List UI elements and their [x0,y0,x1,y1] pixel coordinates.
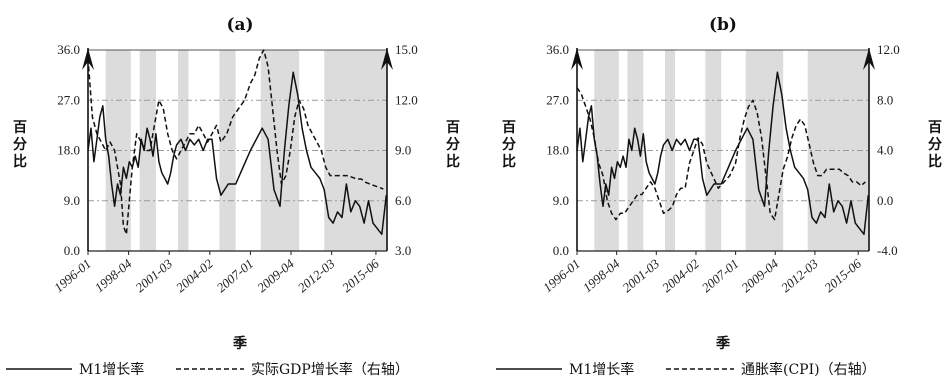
y-tick-label: 0.0 [553,243,569,258]
y2-tick-label: 4.0 [877,143,893,158]
y-axis-label: 比 [502,153,516,170]
y-axis-label: 比 [13,153,27,170]
y2-axis-label: 分 [928,137,942,153]
y-tick-label: 27.0 [57,92,80,107]
y2-tick-label: 3.0 [395,243,411,258]
x-axis-label: 季 [715,335,730,352]
y-tick-label: 9.0 [553,193,569,208]
series-line-right-axis [87,49,384,236]
x-tick-label: 1996-01 [51,256,94,295]
y-tick-label: 36.0 [546,42,569,57]
y-tick-label: 18.0 [546,143,569,158]
x-tick-label: 1998-04 [580,255,623,295]
y-axis-label: 分 [13,137,27,153]
y2-axis-label: 分 [446,137,460,153]
x-tick-label: 2001-03 [619,255,662,295]
x-tick-label: 2012-03 [295,255,338,295]
legend-label: 通胀率(CPI)（右轴） [741,361,876,378]
series-line-m1 [87,71,388,236]
shaded-band [178,50,189,251]
series-line-m1 [576,71,870,236]
y-axis-label: 百 [13,120,27,136]
legend-label: M1增长率 [569,361,634,378]
panel-title: (a) [226,15,253,35]
y-tick-label: 36.0 [57,42,80,57]
series-line-right-axis [576,87,866,221]
x-tick-label: 1998-04 [92,255,135,295]
y-tick-label: 0.0 [64,243,80,258]
x-tick-label: 2015-06 [339,255,382,295]
y2-tick-label: -4.0 [877,243,898,258]
right-axis-arrow-icon [381,48,393,70]
y2-axis-label: 比 [446,153,460,170]
right-axis-arrow-icon [863,48,875,70]
y2-tick-label: 8.0 [877,92,893,107]
x-tick-label: 2001-03 [132,255,175,295]
x-tick-label: 2012-03 [778,255,821,295]
y2-tick-label: 0.0 [877,193,893,208]
y2-axis-label: 比 [928,153,942,170]
x-tick-label: 2004-02 [173,255,216,295]
legend-label: M1增长率 [79,361,144,378]
x-axis-label: 季 [232,335,247,352]
x-tick-label: 2004-02 [659,255,702,295]
y2-tick-label: 12.0 [877,42,900,57]
y-tick-label: 18.0 [57,143,80,158]
y-axis-label: 百 [502,120,516,136]
legend-label: 实际GDP增长率（右轴） [251,361,409,378]
y-tick-label: 27.0 [546,92,569,107]
x-tick-label: 2009-04 [738,255,781,295]
y-axis-label: 分 [502,137,516,153]
y2-axis-label: 百 [928,120,942,136]
x-tick-label: 2009-04 [254,255,297,295]
y-tick-label: 9.0 [64,193,80,208]
y2-tick-label: 9.0 [395,143,411,158]
y2-axis-label: 百 [446,120,460,136]
left-axis-arrow-icon [571,48,583,70]
panel-b: 0.0 9.0 18.0 27.0 36.0 -4.0 0.0 4.0 8.0 12.0 1996-… [496,15,942,378]
x-tick-label: 2007-01 [214,256,257,295]
y2-tick-label: 15.0 [395,42,418,57]
x-tick-label: 2015-06 [821,255,864,295]
x-tick-label: 1996-01 [540,256,583,295]
y2-tick-label: 6.0 [395,193,411,208]
x-tick-label: 2007-01 [699,256,742,295]
y2-tick-label: 12.0 [395,92,418,107]
panel-title: (b) [709,15,737,35]
panel-a: 0.0 9.0 18.0 27.0 36.0 3.0 6.0 9.0 12.0 15.0 1996-… [6,15,460,378]
